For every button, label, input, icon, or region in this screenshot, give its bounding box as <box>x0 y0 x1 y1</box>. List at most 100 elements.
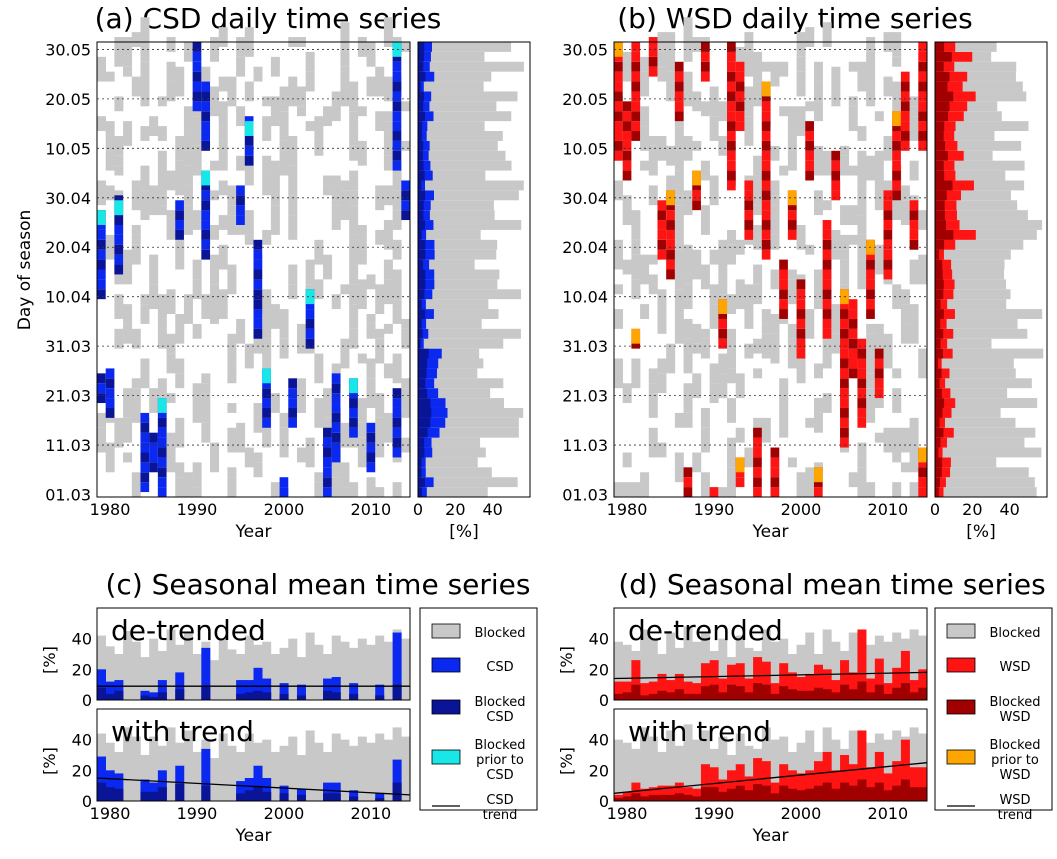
blocked-cell <box>674 150 684 171</box>
blocked-cell <box>331 462 341 478</box>
blocked-cell <box>236 224 246 235</box>
bar-blocked-wsd <box>796 790 806 801</box>
blocked-cell <box>288 264 298 275</box>
blocked-cell <box>349 81 359 112</box>
y-tick-label: 30.05 <box>562 40 608 59</box>
blocked-cell <box>270 205 280 235</box>
bar-wsd <box>631 660 641 700</box>
bar-blocked-csd <box>149 696 159 700</box>
hist-blocked-bar <box>418 259 475 270</box>
bar-blocked <box>149 638 159 700</box>
bar-blocked-wsd <box>900 779 910 801</box>
y-tick-label: 20 <box>72 761 92 780</box>
prior-cell <box>692 170 701 186</box>
bar-blocked <box>692 739 702 801</box>
blocked-cell <box>253 333 263 354</box>
bar-blocked <box>657 751 667 801</box>
hist-blocked-event-bar <box>418 318 422 329</box>
hist-blocked-event-bar <box>935 407 943 418</box>
wsd-cell <box>883 229 893 240</box>
hist-blocked-bar <box>935 358 1014 369</box>
blocked-cell <box>357 37 367 57</box>
blocked-cell <box>674 314 684 344</box>
blocked-cell <box>157 195 167 206</box>
csd-cell <box>331 452 341 463</box>
prior-cell <box>349 378 358 394</box>
hist-blocked-event-bar <box>935 239 945 250</box>
bar-blocked-wsd <box>866 692 876 700</box>
bar-blocked <box>366 742 376 801</box>
hist-blocked-event-bar <box>418 477 426 488</box>
csd-cell <box>401 210 410 221</box>
blocked-cell <box>166 333 176 354</box>
hist-blocked-event-bar <box>418 239 426 250</box>
hist-blocked-event-bar <box>935 477 940 488</box>
blocked-cell <box>822 22 832 47</box>
hist-blocked-event-bar <box>418 309 426 319</box>
bar-blocked <box>683 724 693 801</box>
blocked-cell <box>114 37 124 67</box>
hist-blocked-bar <box>418 180 524 191</box>
csd-cell <box>149 442 158 453</box>
bar-blocked-wsd <box>692 796 702 801</box>
csd-cell <box>149 452 158 463</box>
hist-event-bar <box>935 299 948 310</box>
blocked-cell <box>909 96 919 107</box>
wsd-cell <box>622 111 632 122</box>
blocked-cell <box>340 81 350 107</box>
panel-b-histogram: 0 20 40[%] <box>930 41 1048 542</box>
blocked-cell <box>149 116 159 127</box>
hist-blocked-bar <box>935 437 1025 448</box>
csd-cell <box>140 462 150 473</box>
hist-event-bar <box>935 131 955 141</box>
blocked-cell <box>805 27 815 47</box>
csd-cell <box>253 239 263 250</box>
blocked-cell <box>183 135 193 151</box>
wsd-cell <box>744 229 754 240</box>
blocked-cell <box>666 145 676 166</box>
blocked-cell <box>709 86 719 117</box>
blocked-cell <box>331 91 341 122</box>
wsd-cell <box>666 269 675 280</box>
blocked-cell <box>210 37 220 62</box>
wsd-cell <box>753 427 762 438</box>
blocked-cell <box>857 185 867 216</box>
hist-event-bar <box>418 190 434 201</box>
prior-cell <box>97 210 106 225</box>
wsd-cell <box>909 229 919 240</box>
hist-event-bar <box>418 249 435 260</box>
blocked-cell <box>900 462 910 473</box>
wsd-cell <box>666 210 675 221</box>
wsd-cell <box>822 289 832 300</box>
wsd-cell <box>822 229 832 240</box>
wsd-cell <box>831 180 841 191</box>
csd-cell <box>392 121 402 132</box>
bar-blocked <box>149 736 159 801</box>
blocked-cell <box>622 51 632 82</box>
blocked-cell <box>874 323 884 354</box>
blocked-cell <box>366 42 376 67</box>
blocked-cell <box>866 155 876 181</box>
wsd-cell <box>753 467 762 478</box>
blocked-cell <box>796 56 806 72</box>
hist-blocked-bar <box>418 487 488 497</box>
hist-blocked-bar <box>935 378 1032 389</box>
blocked-cell <box>157 205 167 216</box>
blocked-cell <box>123 452 133 463</box>
blocked-cell <box>140 190 150 221</box>
legend-swatch <box>431 623 461 639</box>
blocked-cell <box>166 353 176 374</box>
wsd-cell <box>761 200 771 211</box>
wsd-cell <box>692 200 701 211</box>
wsd-cell <box>779 269 788 280</box>
wsd-cell <box>918 487 927 497</box>
blocked-cell <box>175 66 185 97</box>
bar-blocked <box>218 638 228 700</box>
trend-line <box>96 777 411 796</box>
wsd-cell <box>822 328 832 339</box>
blocked-cell <box>640 472 650 497</box>
blocked-cell <box>735 373 745 399</box>
bar-blocked <box>683 626 693 700</box>
blocked-cell <box>683 190 693 216</box>
wsd-cell <box>918 61 927 72</box>
